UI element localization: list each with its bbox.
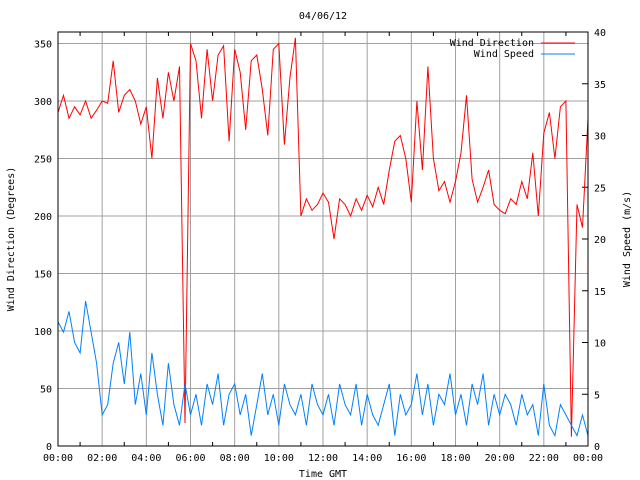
x-tick-label: 00:00 xyxy=(573,453,603,464)
x-tick-label: 14:00 xyxy=(352,453,382,464)
x-tick-label: 04:00 xyxy=(131,453,161,464)
legend-label-wind-speed: Wind Speed xyxy=(474,49,534,60)
y-tick-label: 50 xyxy=(40,385,52,396)
legend-label-wind-direction: Wind Direction xyxy=(450,38,534,49)
x-axis-label: Time GMT xyxy=(299,469,347,480)
y-tick-label: 150 xyxy=(34,270,52,281)
y2-tick-label: 40 xyxy=(594,28,606,39)
x-tick-label: 20:00 xyxy=(485,453,515,464)
y-axis-label: Wind Direction (Degrees) xyxy=(6,167,17,312)
x-tick-label: 00:00 xyxy=(43,453,73,464)
x-tick-label: 16:00 xyxy=(396,453,426,464)
y2-tick-label: 35 xyxy=(594,80,606,91)
y2-tick-label: 0 xyxy=(594,442,600,453)
legend: Wind Direction Wind Speed xyxy=(450,38,575,60)
y-tick-label: 250 xyxy=(34,155,52,166)
y2-tick-label: 5 xyxy=(594,390,600,401)
grid xyxy=(58,32,588,446)
ticks: 00:00 02:00 04:00 06:00 08:00 10:00 12:00 14:00… xyxy=(34,28,606,464)
chart-title: 04/06/12 xyxy=(299,11,347,22)
y2-tick-label: 30 xyxy=(594,132,606,143)
y-tick-label: 100 xyxy=(34,327,52,338)
x-tick-label: 18:00 xyxy=(440,453,470,464)
x-tick-label: 06:00 xyxy=(175,453,205,464)
y-tick-label: 300 xyxy=(34,97,52,108)
x-tick-label: 08:00 xyxy=(220,453,250,464)
y2-tick-label: 15 xyxy=(594,287,606,298)
y-tick-label: 200 xyxy=(34,212,52,223)
x-tick-label: 10:00 xyxy=(264,453,294,464)
y2-tick-label: 10 xyxy=(594,339,606,350)
series-lines xyxy=(57,37,589,438)
x-tick-label: 02:00 xyxy=(87,453,117,464)
plot-frame xyxy=(57,31,589,447)
y2-tick-label: 25 xyxy=(594,183,606,194)
y-tick-label: 0 xyxy=(46,442,52,453)
y2-tick-label: 20 xyxy=(594,235,606,246)
x-tick-label: 12:00 xyxy=(308,453,338,464)
x-tick-label: 22:00 xyxy=(529,453,559,464)
y2-axis-label: Wind Speed (m/s) xyxy=(622,191,633,287)
y-tick-label: 350 xyxy=(34,40,52,51)
series-wind-speed xyxy=(57,301,589,438)
